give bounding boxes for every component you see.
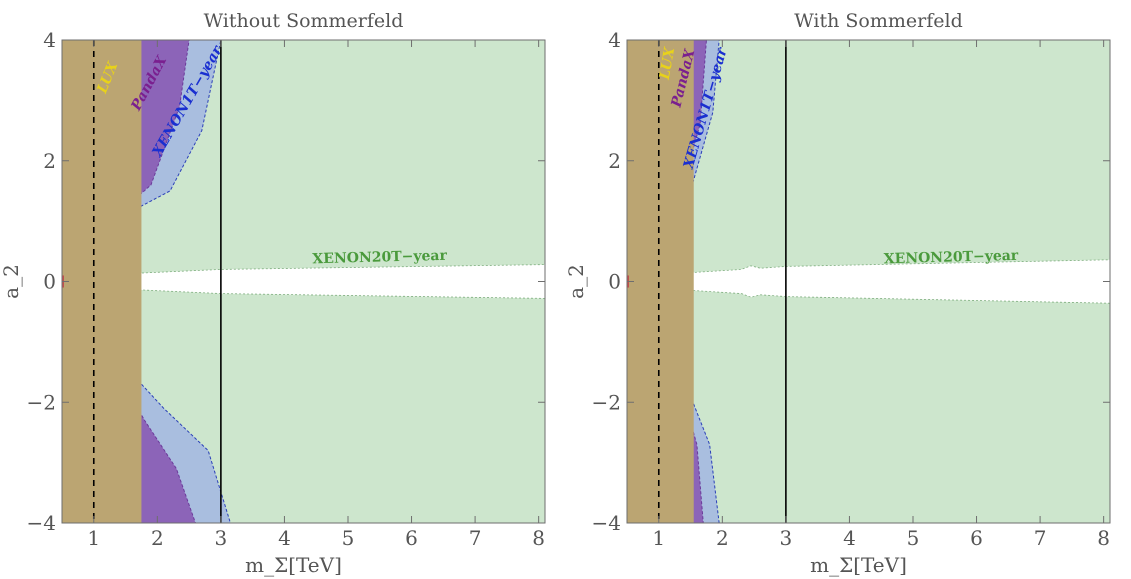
x-tick-label: 7 <box>469 526 482 550</box>
x-tick-label: 6 <box>405 526 418 550</box>
y-tick-label: 0 <box>608 270 621 294</box>
y-tick-label: 4 <box>608 28 621 52</box>
x-axis-title: m_Σ[TeV] <box>245 553 342 577</box>
y-tick-label: 2 <box>608 149 621 173</box>
label-lux: LUX <box>657 45 679 82</box>
y-tick-label: −4 <box>27 511 56 535</box>
y-tick-label: −2 <box>27 390 56 414</box>
x-tick-label: 1 <box>87 526 100 550</box>
x-axis-title: m_Σ[TeV] <box>810 553 907 577</box>
x-tick-label: 4 <box>278 526 291 550</box>
x-tick-label: 8 <box>1097 526 1110 550</box>
region-lux <box>62 40 142 523</box>
x-tick-label: 5 <box>907 526 920 550</box>
chart-title: With Sommerfeld <box>794 10 963 32</box>
y-tick-label: 2 <box>43 149 56 173</box>
region-lux <box>627 40 694 523</box>
y-axis-title: a_2 <box>0 264 23 299</box>
x-tick-label: 5 <box>342 526 355 550</box>
x-tick-label: 8 <box>532 526 545 550</box>
y-tick-label: 0 <box>43 270 56 294</box>
x-tick-label: 2 <box>716 526 729 550</box>
chart-title: Without Sommerfeld <box>204 10 404 32</box>
x-tick-label: 6 <box>970 526 983 550</box>
x-tick-label: 1 <box>652 526 665 550</box>
xenon20t-gap-lower-edge <box>627 285 1110 304</box>
x-tick-label: 2 <box>151 526 164 550</box>
region-xenon20t <box>627 40 1110 523</box>
x-tick-label: 3 <box>780 526 793 550</box>
y-tick-label: −2 <box>592 390 621 414</box>
y-axis-title: a_2 <box>565 264 588 299</box>
label-xenon20t: XENON20T−year <box>884 248 1019 268</box>
x-tick-label: 4 <box>843 526 856 550</box>
x-tick-label: 3 <box>215 526 228 550</box>
label-xenon20t: XENON20T−year <box>312 248 447 268</box>
y-tick-label: −4 <box>592 511 621 535</box>
xenon20t-gap-upper-edge <box>627 259 1110 278</box>
y-tick-label: 4 <box>43 28 56 52</box>
x-tick-label: 7 <box>1034 526 1047 550</box>
